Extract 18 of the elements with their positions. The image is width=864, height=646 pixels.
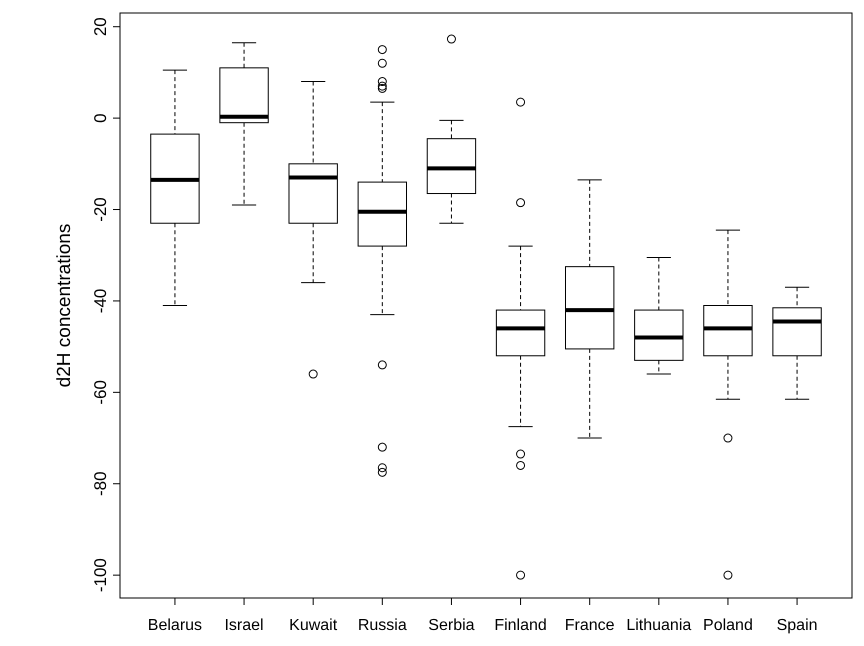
y-tick-label: -40 <box>91 288 110 314</box>
x-tick-label: Israel <box>224 617 264 634</box>
y-tick-label: -20 <box>91 197 110 222</box>
y-tick-label: -60 <box>91 380 110 405</box>
y-tick-label: 20 <box>91 17 110 36</box>
x-tick-label: Serbia <box>428 617 475 634</box>
x-tick-label: Kuwait <box>289 617 338 634</box>
x-tick-label: Russia <box>358 617 407 634</box>
y-tick-label: -100 <box>91 558 110 592</box>
y-axis-title: d2H concentrations <box>54 224 75 388</box>
x-tick-label: Belarus <box>148 617 202 634</box>
x-tick-label: Lithuania <box>626 617 692 634</box>
y-tick-label: -80 <box>91 471 110 496</box>
x-tick-label: Finland <box>494 617 547 634</box>
x-tick-label: Spain <box>776 617 818 634</box>
x-tick-label: Poland <box>703 617 753 634</box>
x-tick-label: France <box>564 617 615 634</box>
y-tick-label: 0 <box>91 113 110 123</box>
